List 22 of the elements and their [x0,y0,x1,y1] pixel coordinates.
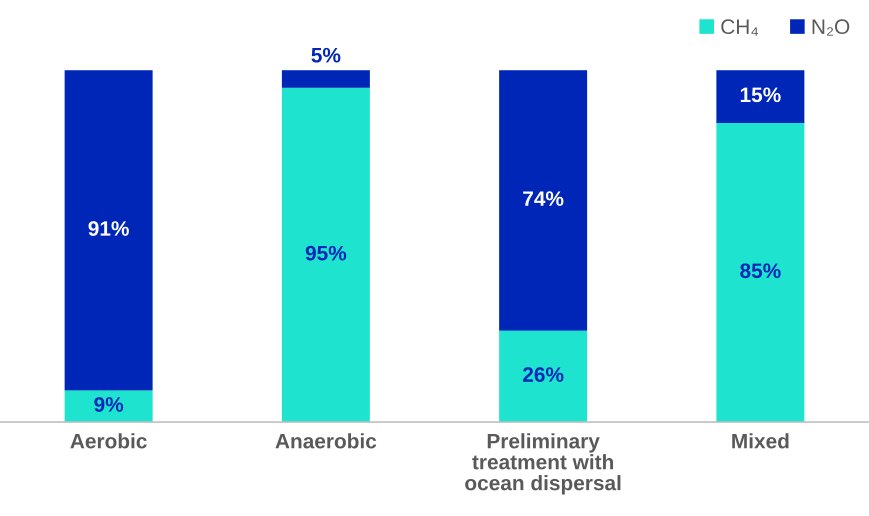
data-label: 26% [523,367,564,382]
bar [716,70,804,123]
data-label: 15% [740,87,781,102]
bar [716,122,804,422]
bar [282,88,370,422]
x-tick-label: Mixed [732,433,789,448]
x-tick-label: Anaerobic [275,433,376,448]
x-tick-label: Aerobic [70,433,147,448]
legend-label: CH₄ [721,19,758,36]
data-label: 91% [88,221,129,236]
x-tick-label: Preliminary treatment with ocean dispersal [465,433,620,494]
data-label: 5% [311,48,340,63]
bar [64,70,153,390]
data-label: 9% [94,397,124,412]
legend-label: N₂O [812,19,850,36]
bar [499,70,588,331]
bar [499,330,588,422]
bar [282,70,370,88]
data-label: 85% [740,263,781,278]
data-label: 95% [306,246,346,261]
bar [64,390,153,422]
data-label: 74% [523,191,564,206]
